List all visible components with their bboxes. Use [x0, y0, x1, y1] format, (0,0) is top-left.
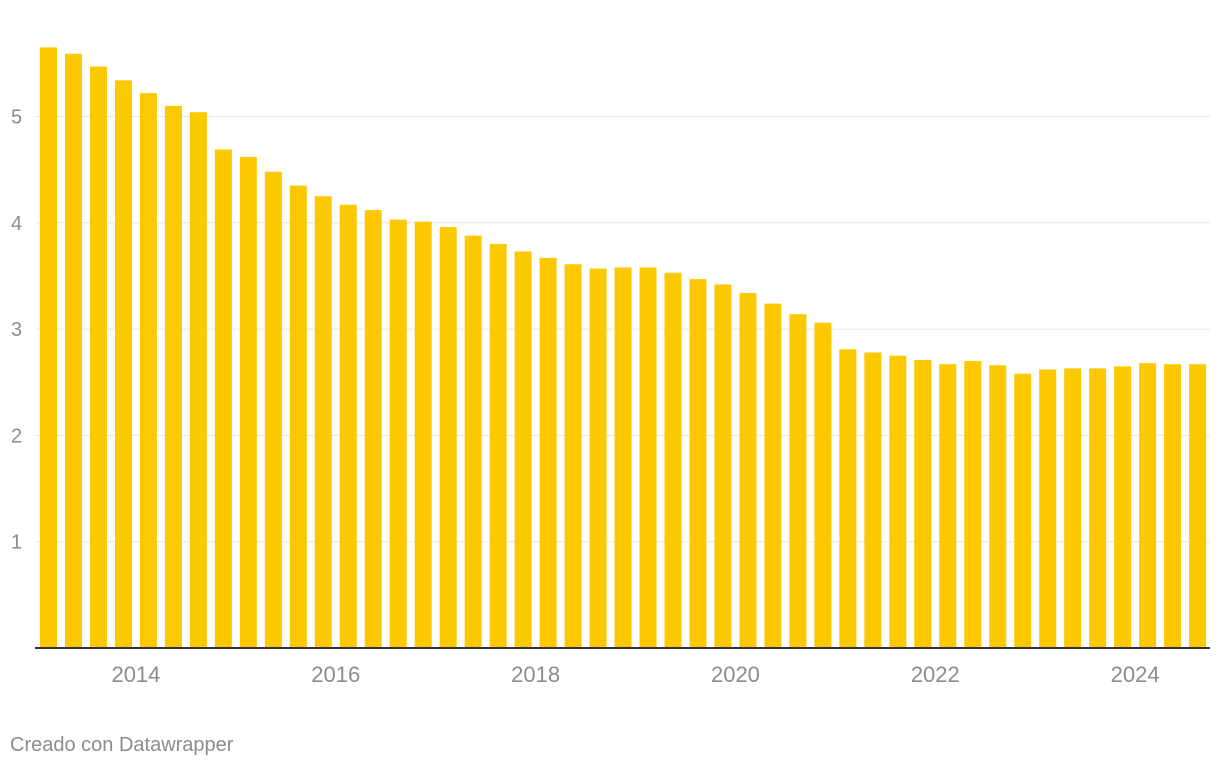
x-tick-label: 2020 — [711, 662, 760, 687]
bar — [314, 196, 332, 648]
bars — [40, 47, 1207, 649]
bar — [1164, 364, 1182, 648]
bar — [714, 284, 732, 648]
bar — [614, 267, 632, 648]
bar — [1114, 366, 1132, 648]
bar — [564, 264, 582, 648]
bar — [839, 349, 857, 648]
y-axis-ticks: 1 2 3 4 5 — [11, 107, 22, 554]
bar — [289, 185, 307, 648]
bar — [64, 53, 82, 648]
bar — [489, 244, 507, 648]
bar — [414, 221, 432, 648]
y-tick-label: 5 — [11, 107, 22, 129]
x-tick-label: 2022 — [911, 662, 960, 687]
bar — [689, 279, 707, 648]
bar — [589, 268, 607, 648]
bar — [989, 365, 1007, 648]
bar — [1139, 363, 1157, 648]
bar — [739, 292, 757, 648]
bar — [914, 359, 932, 648]
credit-text: Creado con Datawrapper — [10, 734, 234, 756]
bar — [864, 352, 882, 648]
bar — [1039, 369, 1057, 648]
bar — [764, 303, 782, 648]
bar — [639, 267, 657, 648]
x-axis-ticks: 2014 2016 2018 2020 2022 2024 — [111, 662, 1159, 687]
y-tick-label: 4 — [11, 213, 22, 235]
bar — [339, 204, 357, 648]
bar-chart: 1 2 3 4 5 2014 2016 2018 2020 2022 2024 — [11, 47, 1210, 687]
bar — [389, 219, 407, 648]
bar — [1089, 368, 1107, 648]
bar — [539, 257, 557, 648]
bar — [164, 105, 182, 649]
bar — [514, 251, 532, 648]
bar — [89, 66, 107, 648]
x-tick-label: 2016 — [311, 662, 360, 687]
bar — [964, 360, 982, 648]
bar — [1014, 373, 1032, 648]
y-tick-label: 2 — [11, 425, 22, 447]
bar — [189, 112, 207, 649]
bar — [139, 93, 157, 648]
x-tick-label: 2024 — [1111, 662, 1160, 687]
x-tick-label: 2018 — [511, 662, 560, 687]
bar — [1064, 368, 1082, 648]
x-tick-label: 2014 — [111, 662, 160, 687]
bar — [664, 272, 682, 648]
bar — [264, 171, 282, 648]
bar — [789, 314, 807, 648]
bar — [40, 47, 57, 648]
bar — [214, 149, 232, 648]
bar — [814, 322, 832, 648]
bar — [439, 227, 457, 648]
bar — [114, 80, 132, 648]
bar — [889, 355, 907, 648]
bar — [239, 156, 257, 649]
bar — [1189, 364, 1207, 648]
y-tick-label: 3 — [11, 319, 22, 341]
bar — [939, 364, 957, 648]
y-tick-label: 1 — [11, 532, 22, 554]
bar — [464, 235, 482, 648]
bar — [364, 210, 382, 648]
